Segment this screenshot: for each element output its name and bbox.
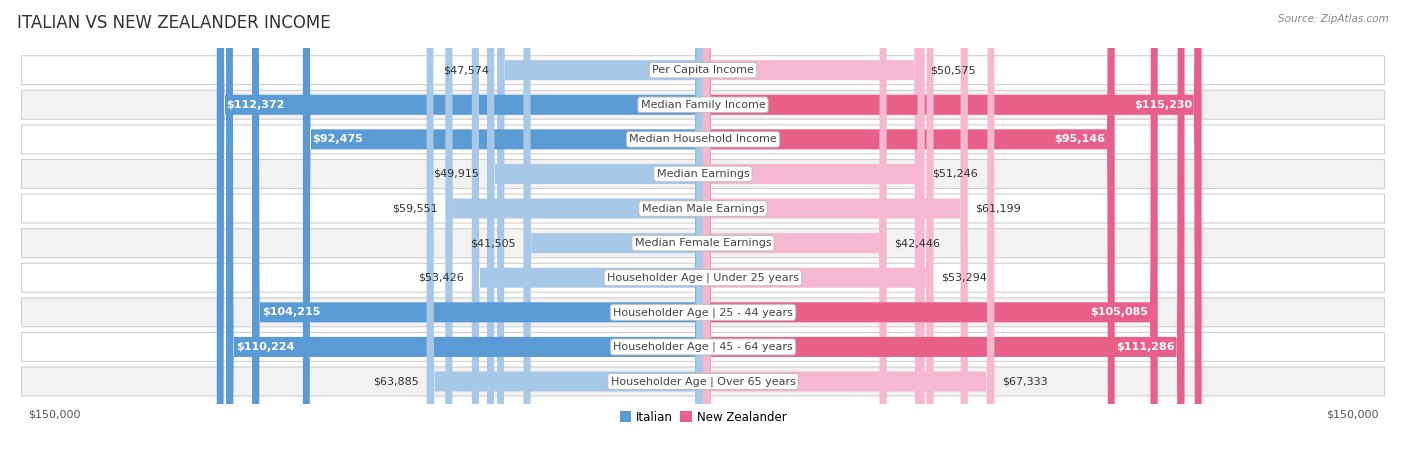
Text: $92,475: $92,475	[312, 134, 364, 144]
Text: $111,286: $111,286	[1116, 342, 1175, 352]
FancyBboxPatch shape	[703, 0, 1157, 467]
Text: $53,294: $53,294	[942, 273, 987, 283]
Text: $104,215: $104,215	[262, 307, 321, 317]
FancyBboxPatch shape	[703, 0, 994, 467]
Text: Median Family Income: Median Family Income	[641, 100, 765, 110]
Text: Median Earnings: Median Earnings	[657, 169, 749, 179]
Text: $51,246: $51,246	[932, 169, 979, 179]
Text: $110,224: $110,224	[236, 342, 294, 352]
FancyBboxPatch shape	[446, 0, 703, 467]
FancyBboxPatch shape	[21, 56, 1385, 85]
Text: ITALIAN VS NEW ZEALANDER INCOME: ITALIAN VS NEW ZEALANDER INCOME	[17, 14, 330, 32]
Text: $115,230: $115,230	[1133, 100, 1192, 110]
FancyBboxPatch shape	[523, 0, 703, 467]
Text: $67,333: $67,333	[1002, 376, 1047, 387]
Text: $59,551: $59,551	[392, 204, 437, 213]
FancyBboxPatch shape	[21, 194, 1385, 223]
FancyBboxPatch shape	[498, 0, 703, 467]
Text: $105,085: $105,085	[1090, 307, 1147, 317]
FancyBboxPatch shape	[21, 298, 1385, 327]
FancyBboxPatch shape	[252, 0, 703, 467]
FancyBboxPatch shape	[426, 0, 703, 467]
Text: $61,199: $61,199	[976, 204, 1021, 213]
Text: Per Capita Income: Per Capita Income	[652, 65, 754, 75]
FancyBboxPatch shape	[703, 0, 934, 467]
Legend: Italian, New Zealander: Italian, New Zealander	[614, 406, 792, 428]
FancyBboxPatch shape	[703, 0, 967, 467]
Text: $112,372: $112,372	[226, 100, 285, 110]
FancyBboxPatch shape	[486, 0, 703, 467]
Text: Householder Age | 45 - 64 years: Householder Age | 45 - 64 years	[613, 342, 793, 352]
Text: $53,426: $53,426	[418, 273, 464, 283]
Text: Source: ZipAtlas.com: Source: ZipAtlas.com	[1278, 14, 1389, 24]
Text: Median Female Earnings: Median Female Earnings	[634, 238, 772, 248]
Text: $47,574: $47,574	[443, 65, 489, 75]
FancyBboxPatch shape	[217, 0, 703, 467]
FancyBboxPatch shape	[703, 0, 887, 467]
FancyBboxPatch shape	[472, 0, 703, 467]
Text: $41,505: $41,505	[470, 238, 516, 248]
FancyBboxPatch shape	[226, 0, 703, 467]
FancyBboxPatch shape	[703, 0, 1202, 467]
FancyBboxPatch shape	[21, 160, 1385, 188]
Text: $50,575: $50,575	[929, 65, 976, 75]
FancyBboxPatch shape	[21, 333, 1385, 361]
FancyBboxPatch shape	[703, 0, 925, 467]
FancyBboxPatch shape	[302, 0, 703, 467]
Text: Median Household Income: Median Household Income	[628, 134, 778, 144]
FancyBboxPatch shape	[703, 0, 1115, 467]
Text: $95,146: $95,146	[1054, 134, 1105, 144]
Text: $49,915: $49,915	[433, 169, 479, 179]
FancyBboxPatch shape	[21, 125, 1385, 154]
FancyBboxPatch shape	[703, 0, 922, 467]
FancyBboxPatch shape	[21, 263, 1385, 292]
FancyBboxPatch shape	[21, 229, 1385, 258]
FancyBboxPatch shape	[21, 367, 1385, 396]
Text: $63,885: $63,885	[373, 376, 419, 387]
Text: Householder Age | Under 25 years: Householder Age | Under 25 years	[607, 272, 799, 283]
Text: Median Male Earnings: Median Male Earnings	[641, 204, 765, 213]
FancyBboxPatch shape	[21, 90, 1385, 119]
FancyBboxPatch shape	[703, 0, 1184, 467]
Text: $42,446: $42,446	[894, 238, 941, 248]
Text: Householder Age | Over 65 years: Householder Age | Over 65 years	[610, 376, 796, 387]
Text: Householder Age | 25 - 44 years: Householder Age | 25 - 44 years	[613, 307, 793, 318]
